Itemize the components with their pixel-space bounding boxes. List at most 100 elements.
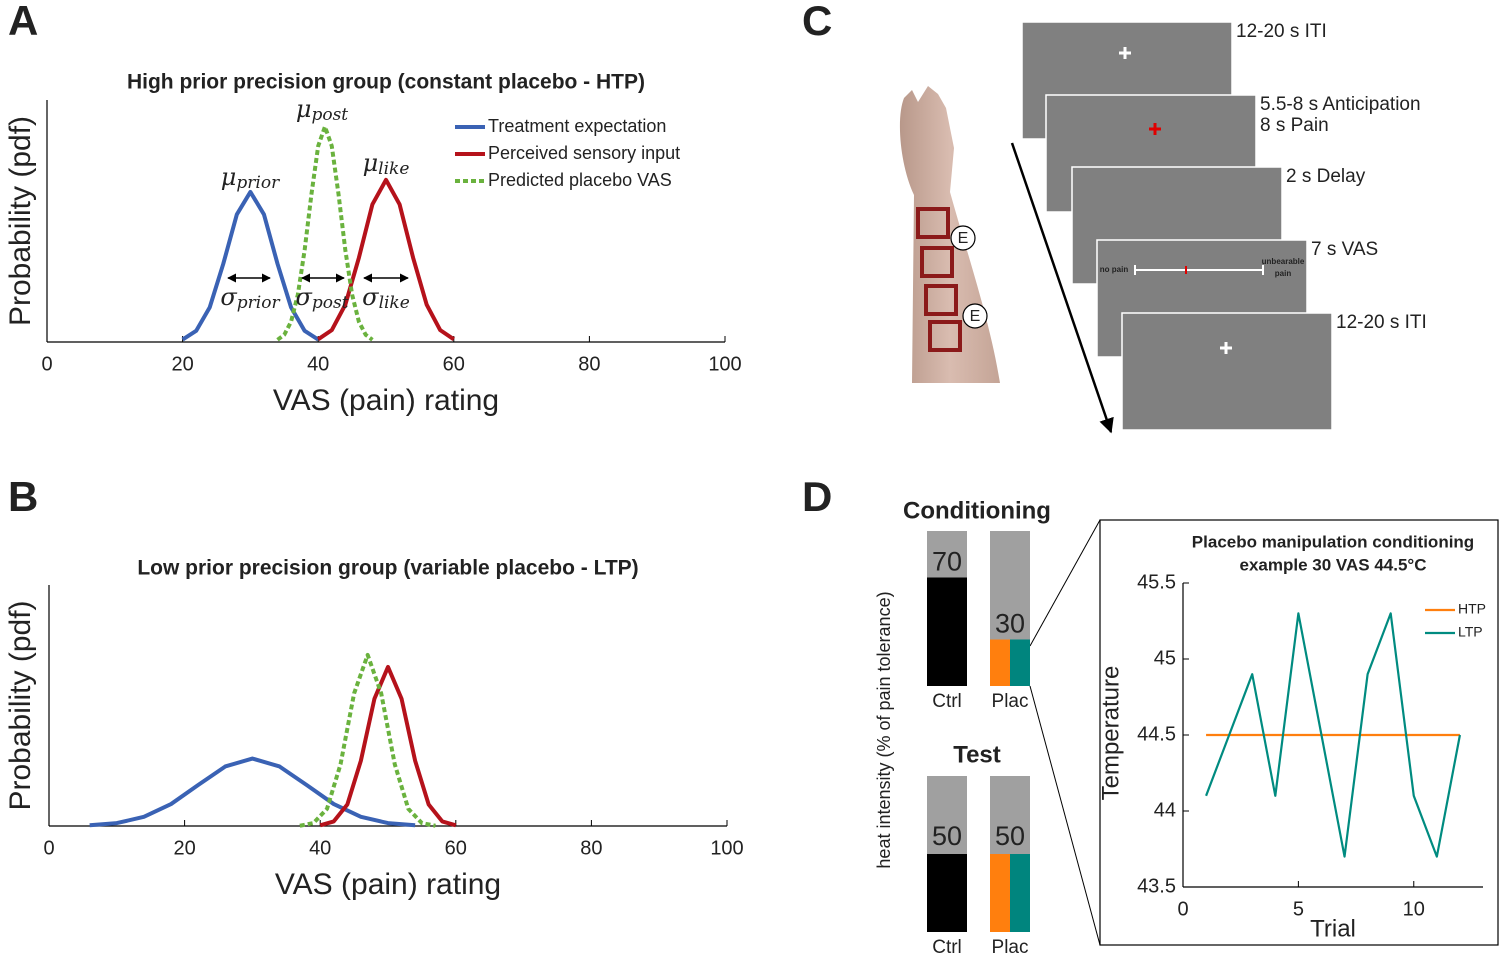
electrode-square — [920, 246, 954, 278]
annotation-symbol: σ — [362, 283, 379, 311]
x-tick-label: 80 — [578, 353, 600, 375]
x-tick-label: 0 — [41, 353, 52, 375]
annotation-symbol: σ — [220, 283, 237, 311]
x-tick-label: Plac — [992, 937, 1029, 955]
bar — [927, 577, 967, 686]
vas-right-label: unbearable — [1262, 257, 1305, 266]
y-axis-label: heat intensity (% of pain tolerance) — [874, 591, 894, 868]
annotation-symbol: μ — [221, 163, 237, 191]
legend-label: Perceived sensory input — [488, 143, 680, 163]
x-tick-label: 20 — [171, 353, 193, 375]
bar — [1010, 639, 1030, 686]
series-line — [319, 664, 457, 828]
x-tick-label: Ctrl — [932, 937, 962, 955]
screen-label: 7 s VAS — [1311, 239, 1378, 260]
x-tick-label: 40 — [309, 837, 331, 859]
series-line — [299, 652, 436, 828]
annotation-symbol: μ — [363, 149, 379, 177]
x-axis-label: Trial — [1310, 915, 1356, 942]
bar-value-label: 50 — [995, 821, 1025, 851]
x-tick-label: 60 — [443, 353, 465, 375]
screen-label: 12-20 s ITI — [1236, 21, 1327, 42]
annotation: σlike — [362, 283, 410, 313]
panel-label: B — [8, 473, 38, 520]
x-tick-label: 5 — [1293, 898, 1304, 920]
bar — [1010, 854, 1030, 932]
y-tick-label: 43.5 — [1137, 875, 1176, 897]
annotation: μpost — [296, 95, 348, 125]
electrode — [962, 303, 988, 329]
vas-right-label: pain — [1275, 269, 1292, 278]
y-axis-label: Temperature — [1097, 666, 1124, 801]
vas-left-label: no pain — [1100, 265, 1129, 274]
bar-value-label: 70 — [932, 547, 962, 577]
y-tick-label: 45 — [1154, 647, 1176, 669]
annotation-subscript: post — [312, 293, 349, 313]
panel-label: A — [8, 0, 38, 44]
x-tick-label: 100 — [708, 353, 741, 375]
bar — [990, 854, 1010, 932]
legend-label: HTP — [1458, 601, 1486, 617]
annotation: σpost — [295, 283, 348, 313]
annotation-subscript: like — [378, 159, 409, 179]
chart-title: Test — [953, 741, 1001, 768]
annotation-symbol: μ — [296, 95, 312, 123]
annotation: σprior — [220, 283, 280, 313]
x-tick-label: Ctrl — [932, 691, 962, 712]
electrode — [950, 225, 976, 251]
fixation-cross — [1123, 47, 1127, 59]
bar — [990, 639, 1010, 686]
screen-label: 2 s Delay — [1286, 166, 1366, 187]
legend-label: Predicted placebo VAS — [488, 170, 672, 190]
series-line — [181, 189, 320, 342]
series-line — [276, 124, 374, 342]
annotation-subscript: prior — [236, 173, 280, 193]
zoom-connector — [1029, 685, 1101, 946]
annotation-subscript: like — [379, 293, 410, 313]
y-tick-label: 44.5 — [1137, 723, 1176, 745]
legend-label: Treatment expectation — [488, 116, 666, 136]
y-tick-label: 44 — [1154, 799, 1176, 821]
panel-label: C — [802, 0, 832, 44]
panel-label: D — [802, 473, 832, 520]
x-tick-label: 0 — [1177, 898, 1188, 920]
chart-title: Placebo manipulation conditioning — [1192, 532, 1474, 551]
electrode-square — [924, 284, 958, 316]
x-tick-label: 10 — [1403, 898, 1425, 920]
annotation: μprior — [221, 163, 280, 193]
y-tick-label: 45.5 — [1137, 571, 1176, 593]
chart-title: High prior precision group (constant pla… — [127, 71, 645, 94]
screen-label: 12-20 s ITI — [1336, 312, 1427, 333]
screen — [1121, 312, 1333, 431]
zoom-box — [1099, 519, 1499, 946]
zoom-connector — [1029, 519, 1101, 647]
time-arrow — [1010, 142, 1114, 434]
annotation-subscript: prior — [237, 293, 281, 313]
bar-value-label: 30 — [995, 609, 1025, 639]
electrode-square — [916, 207, 950, 239]
series-line — [317, 177, 455, 341]
annotation-symbol: σ — [295, 283, 312, 311]
x-tick-label: 20 — [173, 837, 195, 859]
x-tick-label: 0 — [43, 837, 54, 859]
electrode-label: E — [970, 308, 981, 325]
y-axis-label: Probability (pdf) — [4, 116, 37, 326]
chart-title: Conditioning — [903, 497, 1051, 524]
annotation: μlike — [363, 149, 410, 179]
electrode-squares — [916, 207, 962, 352]
electrode-label: E — [958, 230, 969, 247]
bar — [927, 854, 967, 932]
chart-subtitle: example 30 VAS 44.5°C — [1240, 555, 1427, 574]
series-line — [1205, 612, 1462, 858]
fixation-cross — [1224, 342, 1228, 354]
y-axis-label: Probability (pdf) — [4, 600, 37, 810]
electrode-square — [928, 320, 962, 352]
fixation-cross — [1153, 123, 1157, 135]
x-tick-label: 40 — [307, 353, 329, 375]
bar-value-label: 50 — [932, 821, 962, 851]
annotation-subscript: post — [311, 105, 348, 125]
x-tick-label: 60 — [445, 837, 467, 859]
series-line — [89, 756, 416, 828]
